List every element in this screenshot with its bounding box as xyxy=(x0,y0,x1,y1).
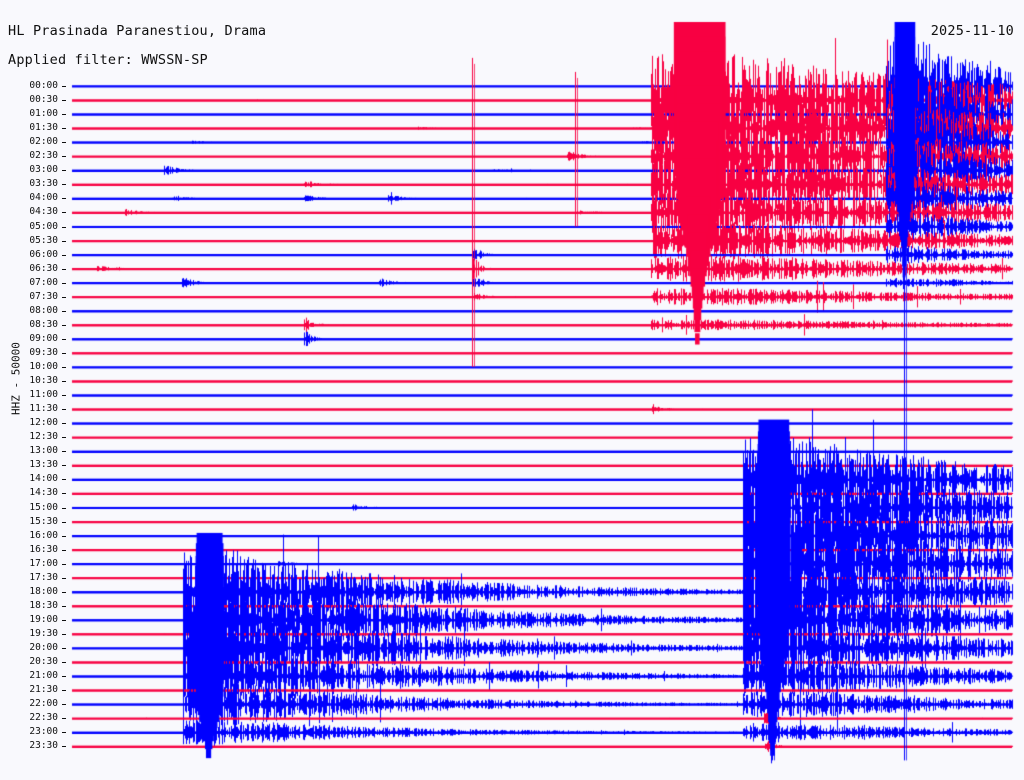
helicorder-screenshot: HL Prasinada Paranestiou, Drama Applied … xyxy=(0,0,1024,780)
seismogram-plot xyxy=(0,0,1024,780)
